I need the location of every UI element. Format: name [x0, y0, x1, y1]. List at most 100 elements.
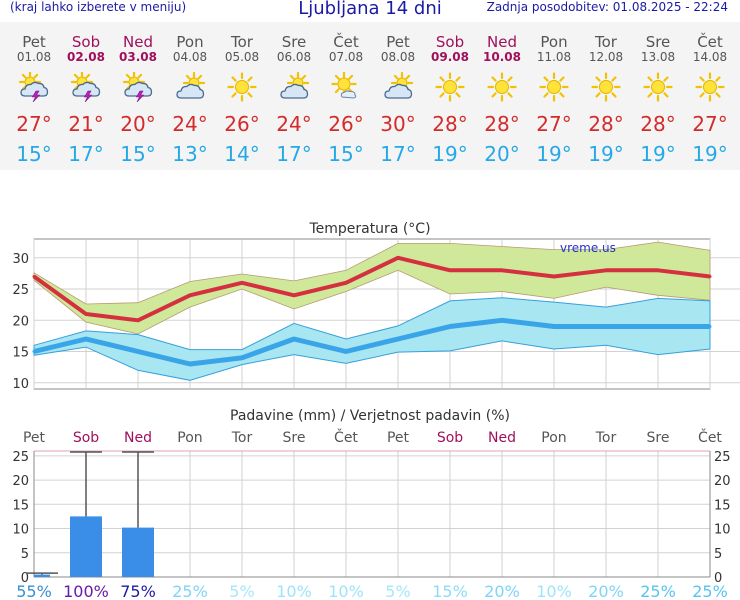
- max-temp: 27°: [692, 112, 728, 136]
- forecast-day: Pet 01.08 27° 15°: [8, 22, 60, 170]
- max-temp-point: [708, 275, 712, 278]
- max-temp: 21°: [68, 112, 104, 136]
- precipitation-probability: 25%: [692, 582, 728, 600]
- y-tick-label-left: 20: [12, 474, 29, 489]
- sun-cloud-lightning-icon: [71, 72, 101, 102]
- day-name: Sre: [281, 33, 307, 51]
- min-temp: 14°: [224, 142, 260, 166]
- forecast-strip: [0, 22, 740, 170]
- max-temp: 27°: [16, 112, 52, 136]
- day-date: 05.08: [224, 50, 260, 64]
- y-tick-label: 20: [12, 314, 29, 329]
- max-temp-range-band: [33, 241, 711, 335]
- max-temp: 28°: [484, 112, 520, 136]
- y-tick-label-left: 15: [12, 498, 29, 513]
- max-temp-point: [32, 275, 36, 278]
- day-name: Čet: [333, 33, 359, 51]
- y-tick-label-right: 10: [714, 523, 731, 538]
- sun-icon: [227, 72, 257, 102]
- y-tick-label: 25: [12, 283, 29, 298]
- sun-icon: [487, 72, 517, 102]
- x-tick-label: Ned: [488, 430, 516, 446]
- precipitation-probability: 75%: [120, 582, 156, 600]
- day-name: Pon: [540, 33, 568, 51]
- y-tick-label: 30: [12, 252, 29, 267]
- max-temp: 30°: [380, 112, 416, 136]
- day-date: 02.08: [67, 50, 105, 64]
- precipitation-bar: [70, 516, 102, 577]
- forecast-day: Sob 02.08 21° 17°: [60, 22, 112, 170]
- y-tick-label-left: 10: [12, 523, 29, 538]
- page-header: (kraj lahko izberete v meniju) Ljubljana…: [0, 0, 740, 20]
- max-temp-point: [344, 281, 348, 285]
- min-temp-point: [604, 325, 608, 328]
- forecast-day: Čet 07.08 26° 15°: [320, 22, 372, 170]
- min-temp: 15°: [120, 142, 156, 166]
- location-menu-hint[interactable]: (kraj lahko izberete v meniju): [10, 0, 187, 14]
- min-temp: 19°: [640, 142, 676, 166]
- day-name: Ned: [123, 33, 153, 51]
- y-tick-label-right: 25: [714, 450, 731, 465]
- min-temp: 20°: [484, 142, 520, 166]
- x-tick-label: Pet: [23, 430, 46, 446]
- x-tick-label: Sre: [283, 430, 306, 446]
- precipitation-probability: 55%: [16, 582, 52, 600]
- max-temp: 20°: [120, 112, 156, 136]
- sun-icon: [643, 72, 673, 102]
- day-date: 10.08: [483, 50, 521, 64]
- day-name: Sre: [645, 33, 671, 51]
- precipitation-chart: Padavine (mm) / Verjetnost padavin (%) Pe…: [12, 408, 731, 600]
- sun-icon: [591, 72, 621, 102]
- day-name: Pet: [22, 33, 46, 51]
- forecast-day: Sob 09.08 28° 19°: [424, 22, 476, 170]
- y-tick-label-right: 0: [714, 571, 722, 586]
- forecast-day: Čet 14.08 27° 19°: [684, 22, 736, 170]
- min-temp: 19°: [588, 142, 624, 166]
- sun-cloud-lightning-icon: [19, 72, 49, 102]
- y-tick-label-right: 15: [714, 498, 731, 513]
- x-tick-label: Tor: [595, 430, 617, 446]
- day-date: 07.08: [328, 50, 364, 64]
- sun-cloud-lightning-icon: [123, 72, 153, 102]
- precipitation-probability: 10%: [536, 582, 572, 600]
- forecast-day: Tor 12.08 28° 19°: [580, 22, 632, 170]
- forecast-day: Ned 10.08 28° 20°: [476, 22, 528, 170]
- cloud-sun-icon: [176, 72, 205, 99]
- precipitation-probability: 25%: [172, 582, 208, 600]
- day-date: 13.08: [640, 50, 676, 64]
- precipitation-probability: 100%: [63, 582, 109, 600]
- y-tick-label-left: 5: [21, 547, 29, 562]
- precipitation-probability: 25%: [640, 582, 676, 600]
- max-temp-point: [292, 293, 296, 297]
- min-temp-point: [136, 350, 140, 353]
- x-tick-label: Sre: [647, 430, 670, 446]
- precipitation-bar: [122, 527, 154, 577]
- min-temp-point: [396, 337, 400, 341]
- forecast-day: Sre 06.08 24° 17°: [268, 22, 320, 170]
- x-tick-label: Sob: [73, 430, 99, 446]
- x-tick-label: Pon: [541, 430, 566, 446]
- max-temp-point: [604, 268, 608, 272]
- day-date: 01.08: [16, 50, 52, 64]
- sun-icon: [695, 72, 725, 102]
- day-name: Pet: [386, 33, 410, 51]
- forecast-day: Pet 08.08 30° 17°: [372, 22, 424, 170]
- max-temp-point: [656, 268, 660, 272]
- max-temp-point: [136, 318, 140, 322]
- max-temp-point: [188, 293, 192, 297]
- y-tick-label-left: 25: [12, 450, 29, 465]
- forecast-day: Pon 11.08 27° 19°: [528, 22, 580, 170]
- x-tick-label: Čet: [334, 428, 358, 446]
- min-temp-point: [32, 350, 36, 353]
- max-temp: 26°: [328, 112, 364, 136]
- cloud-sun-icon: [384, 72, 413, 99]
- y-tick-label-right: 20: [714, 474, 731, 489]
- day-date: 11.08: [536, 50, 572, 64]
- min-temp: 17°: [276, 142, 312, 166]
- chart-title: Temperatura (°C): [308, 221, 430, 237]
- max-temp: 24°: [172, 112, 208, 136]
- max-temp: 27°: [536, 112, 572, 136]
- min-temp-point: [500, 318, 504, 322]
- temperature-chart: Temperatura (°C) 10 15 20 25 30 vreme.us: [12, 221, 740, 392]
- min-temp-line: [33, 317, 710, 367]
